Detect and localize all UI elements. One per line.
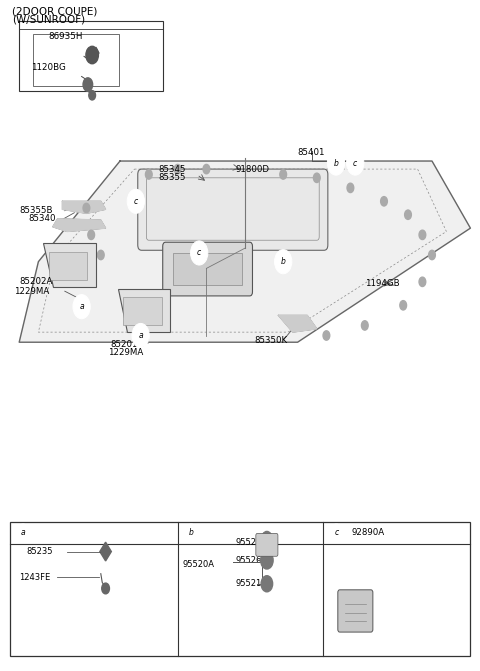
Bar — [49, 252, 87, 280]
Circle shape — [400, 301, 407, 310]
Text: a: a — [21, 528, 25, 537]
Text: 95520A: 95520A — [182, 560, 215, 570]
Text: 85355: 85355 — [158, 173, 186, 183]
FancyBboxPatch shape — [138, 169, 328, 250]
Polygon shape — [43, 243, 96, 287]
Circle shape — [185, 524, 197, 541]
Bar — [33, 34, 119, 86]
Circle shape — [323, 331, 330, 340]
Text: c: c — [353, 158, 357, 168]
Polygon shape — [118, 289, 170, 332]
Circle shape — [132, 323, 149, 348]
Circle shape — [145, 170, 152, 179]
Polygon shape — [19, 161, 470, 342]
Circle shape — [97, 250, 104, 260]
Circle shape — [83, 78, 93, 91]
Circle shape — [261, 552, 273, 569]
Polygon shape — [53, 219, 106, 231]
Circle shape — [381, 197, 387, 206]
Text: 1243FE: 1243FE — [19, 572, 50, 582]
Text: a: a — [138, 331, 143, 340]
Circle shape — [419, 230, 426, 240]
Text: b: b — [189, 528, 193, 537]
Circle shape — [203, 164, 210, 174]
Polygon shape — [100, 542, 111, 561]
Circle shape — [89, 91, 96, 100]
Text: 85202A: 85202A — [19, 277, 53, 287]
Circle shape — [275, 250, 292, 274]
Text: 1229MA: 1229MA — [14, 287, 49, 297]
Circle shape — [261, 576, 273, 592]
Circle shape — [102, 583, 109, 594]
FancyBboxPatch shape — [163, 242, 252, 296]
Circle shape — [73, 295, 90, 319]
Text: 85235: 85235 — [26, 547, 53, 556]
Text: 85340: 85340 — [29, 214, 56, 223]
FancyBboxPatch shape — [256, 533, 278, 556]
Bar — [173, 253, 242, 285]
Circle shape — [262, 531, 272, 546]
Text: 85201A: 85201A — [110, 340, 144, 349]
Circle shape — [83, 203, 90, 213]
Text: 85355B: 85355B — [19, 205, 53, 215]
FancyBboxPatch shape — [338, 590, 373, 632]
Text: 91800D: 91800D — [235, 164, 269, 174]
Text: c: c — [334, 528, 338, 537]
Text: c: c — [134, 197, 138, 206]
Circle shape — [127, 189, 144, 213]
Text: 85345: 85345 — [158, 164, 186, 174]
Circle shape — [174, 164, 181, 174]
Circle shape — [17, 524, 29, 541]
Text: c: c — [197, 248, 201, 258]
Text: 92890A: 92890A — [352, 528, 385, 537]
Bar — [19, 21, 163, 91]
Circle shape — [419, 277, 426, 287]
Text: (2DOOR COUPE): (2DOOR COUPE) — [12, 6, 97, 16]
Text: 95528: 95528 — [235, 537, 262, 547]
Text: 1120BG: 1120BG — [31, 62, 66, 72]
Polygon shape — [62, 201, 106, 213]
Polygon shape — [88, 48, 99, 59]
Circle shape — [405, 210, 411, 219]
Text: (W/SUNROOF): (W/SUNROOF) — [12, 15, 85, 25]
Text: 95526: 95526 — [235, 556, 262, 565]
Circle shape — [88, 230, 95, 240]
Text: 1194GB: 1194GB — [365, 279, 399, 289]
Text: 1229MA: 1229MA — [108, 348, 143, 358]
Circle shape — [330, 524, 343, 541]
Circle shape — [347, 151, 364, 175]
Text: 85401: 85401 — [298, 148, 325, 158]
Text: 95521: 95521 — [235, 579, 262, 588]
Text: 86935H: 86935H — [48, 32, 83, 41]
Circle shape — [361, 321, 368, 330]
Circle shape — [327, 151, 345, 175]
Circle shape — [429, 250, 435, 260]
Text: 85350K: 85350K — [254, 336, 288, 346]
Text: a: a — [79, 302, 84, 311]
Text: b: b — [334, 158, 338, 168]
Bar — [123, 297, 162, 325]
Bar — [10, 522, 470, 656]
Circle shape — [280, 170, 287, 179]
Text: b: b — [281, 257, 286, 266]
FancyBboxPatch shape — [146, 178, 319, 240]
Circle shape — [191, 241, 208, 265]
Circle shape — [86, 46, 98, 64]
Circle shape — [313, 173, 320, 183]
Polygon shape — [278, 315, 317, 332]
Circle shape — [347, 183, 354, 193]
